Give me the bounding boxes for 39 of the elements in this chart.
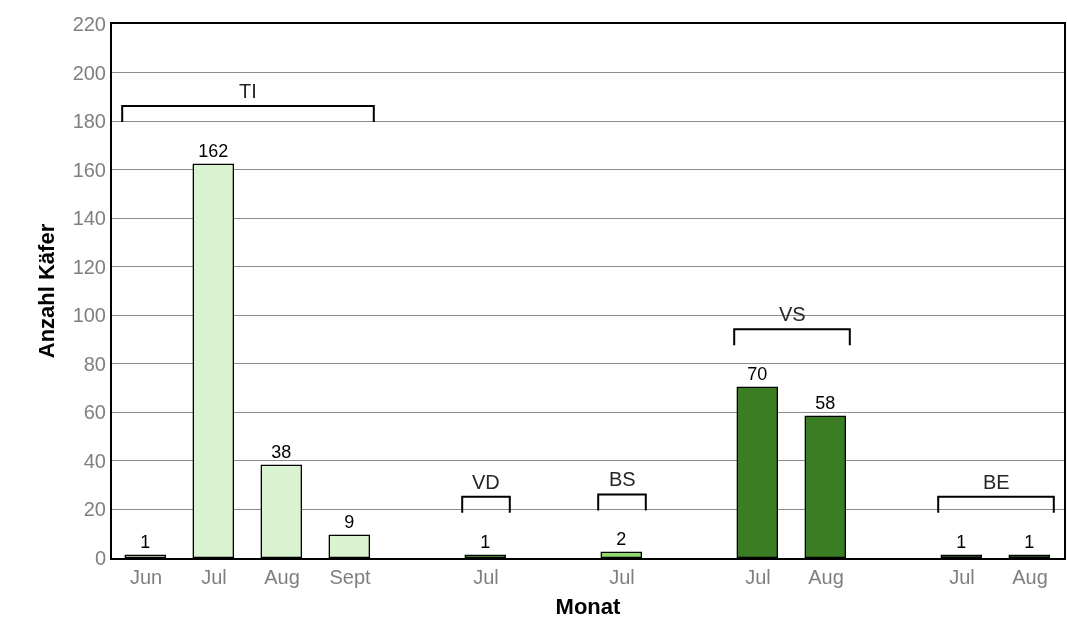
x-tick-label: Aug xyxy=(264,566,300,588)
x-tick-label: Jul xyxy=(949,566,975,588)
data-label: 162 xyxy=(198,141,229,162)
y-axis-title: Anzahl Käfer xyxy=(33,223,59,359)
data-label: 9 xyxy=(344,512,355,533)
x-tick-label: Jun xyxy=(129,566,163,588)
data-label: 70 xyxy=(747,364,768,385)
y-tick-label: 0 xyxy=(94,547,106,569)
x-tick-label: Sept xyxy=(329,566,372,588)
data-label: 1 xyxy=(480,532,491,553)
x-tick-label: Aug xyxy=(808,566,844,588)
x-tick-label: Jul xyxy=(609,566,635,588)
annotation: BS xyxy=(609,468,636,490)
annotation: VD xyxy=(472,471,500,493)
y-tick-label: 200 xyxy=(72,61,106,84)
data-label: 1 xyxy=(956,532,967,553)
y-tick-label: 120 xyxy=(72,255,106,278)
y-tick-label: 220 xyxy=(72,13,106,35)
y-tick-label: 100 xyxy=(72,304,106,327)
data-label: 38 xyxy=(271,442,292,463)
annotation: BE xyxy=(983,471,1010,493)
annotation: VS xyxy=(779,303,806,325)
data-label: 1 xyxy=(1024,532,1035,553)
x-tick-label: Jul xyxy=(473,566,499,588)
annotation: TI xyxy=(239,80,257,102)
y-tick-label: 180 xyxy=(72,110,106,133)
x-tick-label: Jul xyxy=(201,566,227,588)
y-tick-label: 160 xyxy=(72,158,106,181)
y-tick-label: 20 xyxy=(83,498,106,521)
data-label: 2 xyxy=(616,529,627,550)
data-label: 58 xyxy=(815,393,836,414)
y-tick-label: 60 xyxy=(83,401,106,424)
x-tick-label: Aug xyxy=(1012,566,1048,588)
x-axis-title: Monat xyxy=(555,594,622,620)
y-tick-label: 40 xyxy=(83,449,106,472)
x-tick-label: Jul xyxy=(745,566,771,588)
y-tick-label: 80 xyxy=(83,352,106,375)
data-label: 1 xyxy=(140,532,151,553)
y-tick-label: 140 xyxy=(72,207,106,230)
